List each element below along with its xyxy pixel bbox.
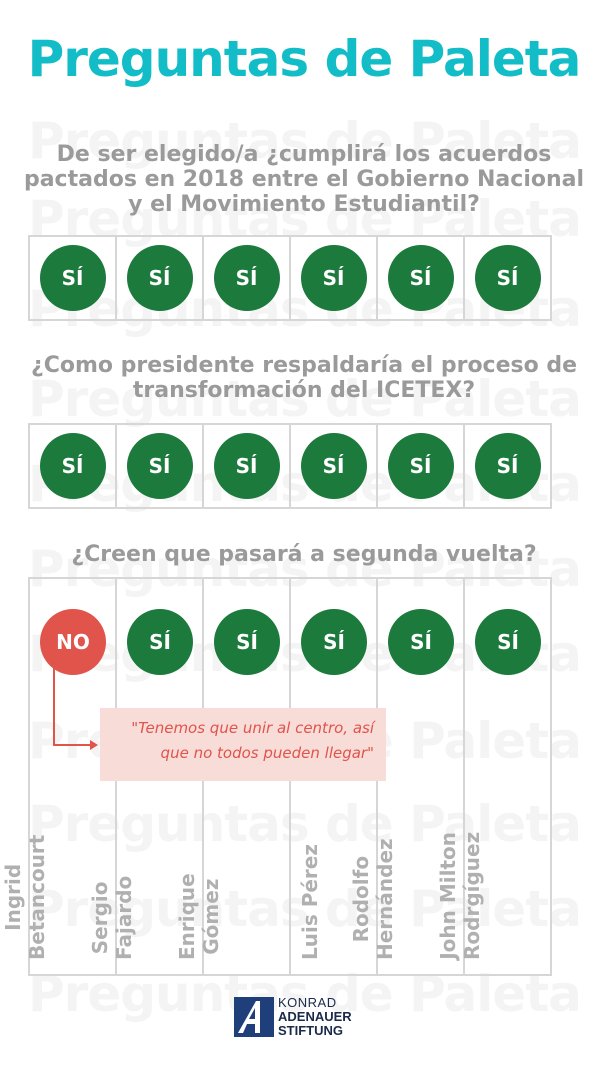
yes-badge: SÍ <box>475 609 541 675</box>
candidate-name-line: Enrique <box>174 873 199 960</box>
question-2: ¿Como presidente respaldaría el proceso … <box>20 353 588 403</box>
answer-cell: SÍ <box>463 235 552 321</box>
candidate-name-line: Betancourt <box>24 834 49 960</box>
candidate-name-line: Rodolfo <box>348 855 373 943</box>
yes-badge: SÍ <box>126 245 193 311</box>
yes-badge: SÍ <box>474 245 541 311</box>
candidate-name-line: Luis Pérez <box>297 844 322 960</box>
candidate-name-line: Gómez <box>198 878 223 955</box>
answers-row-2: SÍ SÍ SÍ SÍ SÍ SÍ <box>28 423 552 509</box>
answer-cell: SÍ <box>115 235 204 321</box>
watermark-text: Preguntas de Paleta <box>28 795 582 853</box>
yes-badge: SÍ <box>300 433 367 499</box>
logo-line: KONRAD <box>278 995 337 1010</box>
answer-cell: SÍ <box>463 423 552 509</box>
answer-cell: SÍ <box>28 235 117 321</box>
logo-line: ADENAUER <box>278 1009 352 1024</box>
quote-line: "Tenemos que unir al centro, así <box>131 719 374 737</box>
candidate-name-line: Ingrid <box>0 863 25 931</box>
konrad-adenauer-logo: KONRAD ADENAUER STIFTUNG <box>234 996 352 1038</box>
answer-cell: SÍ <box>202 423 291 509</box>
candidate-name-line: Sergio <box>87 881 112 955</box>
logo-line: STIFTUNG <box>278 1023 343 1038</box>
candidate-name-line: Fajardo <box>111 875 136 960</box>
yes-badge: SÍ <box>300 245 367 311</box>
watermark-text: Preguntas de Paleta <box>28 190 582 248</box>
yes-badge: SÍ <box>388 609 454 675</box>
answer-cell: SÍ <box>376 423 465 509</box>
answer-cell: SÍ <box>202 235 291 321</box>
quote-line: que no todos pueden llegar" <box>160 744 374 762</box>
candidate-name-line: Rodrgíguez <box>459 831 484 960</box>
candidate-column: SÍ John Milton Rodrgíguez <box>436 577 552 976</box>
yes-badge: SÍ <box>127 609 193 675</box>
watermark-text: Preguntas de Paleta <box>28 370 582 428</box>
yes-badge: SÍ <box>301 609 367 675</box>
candidate-name-line: Hernández <box>372 838 397 960</box>
yes-badge: SÍ <box>213 245 280 311</box>
yes-badge: SÍ <box>126 433 193 499</box>
yes-badge: SÍ <box>214 609 280 675</box>
answer-cell: SÍ <box>289 423 378 509</box>
question-3-line: ¿Creen que pasará a segunda vuelta? <box>71 542 537 567</box>
yes-badge: SÍ <box>213 433 280 499</box>
question-2-line: transformación del ICETEX? <box>132 378 476 403</box>
question-2-line: ¿Como presidente respaldaría el proceso … <box>30 353 578 378</box>
yes-badge: SÍ <box>39 245 106 311</box>
answer-cell: SÍ <box>28 423 117 509</box>
question-1-line: y el Movimiento Estudiantil? <box>128 192 480 217</box>
watermark-text: Preguntas de Paleta <box>28 112 582 170</box>
watermark-text: Preguntas de Paleta <box>28 880 582 938</box>
question-1-line: pactados en 2018 entre el Gobierno Nacio… <box>23 167 585 192</box>
question-1-line: De ser elegido/a ¿cumplirá los acuerdos <box>56 142 552 167</box>
answer-cell: SÍ <box>289 235 378 321</box>
question-1: De ser elegido/a ¿cumplirá los acuerdos … <box>20 142 588 217</box>
kas-logo-icon <box>234 997 274 1037</box>
answers-row-1: SÍ SÍ SÍ SÍ SÍ SÍ <box>28 235 552 321</box>
no-badge: NO <box>40 609 106 675</box>
watermark-text: Preguntas de Paleta <box>28 540 582 598</box>
yes-badge: SÍ <box>387 433 454 499</box>
candidate-name-line: John Milton <box>435 831 460 960</box>
yes-badge: SÍ <box>474 433 541 499</box>
answer-cell: SÍ <box>376 235 465 321</box>
quote-callout: "Tenemos que unir al centro, así que no … <box>100 708 386 781</box>
page-title: Preguntas de Paleta <box>27 30 582 88</box>
yes-badge: SÍ <box>39 433 106 499</box>
question-3: ¿Creen que pasará a segunda vuelta? <box>20 542 588 567</box>
yes-badge: SÍ <box>387 245 454 311</box>
answer-cell: SÍ <box>115 423 204 509</box>
